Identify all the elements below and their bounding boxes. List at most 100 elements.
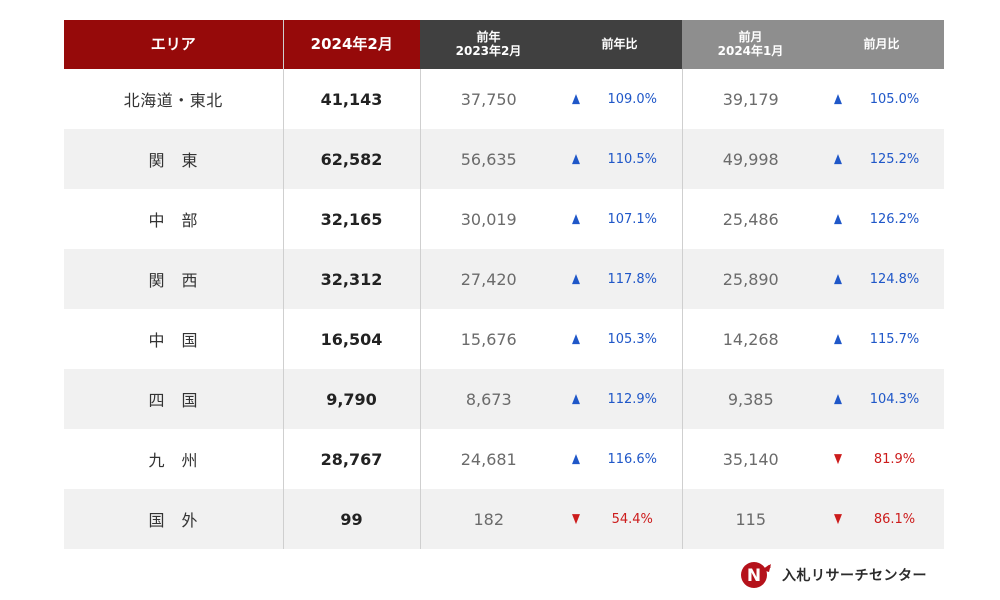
cell-yoy: ▼ 54.4%	[557, 489, 683, 549]
cell-prev-year: 37,750	[420, 69, 557, 129]
header-prev-month-date: 2024年1月	[717, 43, 784, 58]
table-row: 北海道・東北 41,143 37,750 ▲ 109.0% 39,179 ▲ 105.0%	[64, 69, 944, 129]
arrow-up-icon: ▲	[572, 451, 580, 467]
cell-prev-year: 182	[420, 489, 557, 549]
cell-yoy: ▲ 109.0%	[557, 69, 683, 129]
n-arrow-logo-icon: N	[741, 562, 771, 588]
cell-current: 62,582	[283, 129, 421, 189]
cell-mom: ▼ 81.9%	[819, 429, 944, 489]
table-body: 北海道・東北 41,143 37,750 ▲ 109.0% 39,179 ▲ 105.0% 関 …	[64, 69, 944, 549]
cell-current: 41,143	[283, 69, 421, 129]
cell-mom-value: 126.2%	[869, 211, 920, 227]
brand-name: 入札リサーチセンター	[782, 568, 927, 584]
cell-mom-value: 86.1%	[873, 511, 916, 527]
cell-yoy-value: 112.9%	[607, 391, 658, 407]
cell-mom: ▲ 126.2%	[819, 189, 944, 249]
cell-prev-year: 56,635	[420, 129, 557, 189]
cell-mom-value: 125.2%	[869, 151, 920, 167]
header-current: 2024年2月	[283, 20, 420, 69]
brand-logo: N 入札リサーチセンター	[740, 560, 927, 590]
cell-prev-month: 25,890	[682, 249, 819, 309]
table-row: 国 外 99 182 ▼ 54.4% 115 ▼ 86.1%	[64, 489, 944, 549]
cell-yoy-value: 105.3%	[607, 331, 658, 347]
cell-mom-value: 81.9%	[873, 451, 916, 467]
arrow-down-icon: ▼	[572, 511, 580, 527]
cell-area: 国 外	[64, 489, 284, 549]
arrow-up-icon: ▲	[572, 151, 580, 167]
cell-prev-month: 49,998	[682, 129, 819, 189]
arrow-up-icon: ▲	[834, 331, 842, 347]
cell-yoy: ▲ 110.5%	[557, 129, 683, 189]
cell-mom: ▲ 115.7%	[819, 309, 944, 369]
arrow-up-icon: ▲	[572, 271, 580, 287]
cell-area: 関 東	[64, 129, 284, 189]
header-prev-year-date: 2023年2月	[455, 43, 522, 58]
cell-yoy-value: 110.5%	[607, 151, 658, 167]
cell-yoy: ▲ 116.6%	[557, 429, 683, 489]
cell-yoy-value: 107.1%	[607, 211, 658, 227]
cell-area: 関 西	[64, 249, 284, 309]
cell-yoy-value: 116.6%	[607, 451, 658, 467]
cell-area: 中 国	[64, 309, 284, 369]
arrow-down-icon: ▼	[834, 451, 842, 467]
arrow-down-icon: ▼	[834, 511, 842, 527]
table-row: 中 国 16,504 15,676 ▲ 105.3% 14,268 ▲ 115.7%	[64, 309, 944, 369]
arrow-up-icon: ▲	[834, 391, 842, 407]
arrow-up-icon: ▲	[834, 151, 842, 167]
arrow-up-icon: ▲	[834, 211, 842, 227]
header-row: エリア 2024年2月 前年 2023年2月 前年比 前月 2024年1月 前月…	[64, 20, 944, 69]
cell-mom-value: 115.7%	[869, 331, 920, 347]
cell-yoy: ▲ 117.8%	[557, 249, 683, 309]
arrow-up-icon: ▲	[572, 391, 580, 407]
arrow-up-icon: ▲	[834, 91, 842, 107]
cell-yoy: ▲ 107.1%	[557, 189, 683, 249]
cell-current: 9,790	[283, 369, 421, 429]
cell-current: 32,312	[283, 249, 421, 309]
cell-yoy-value: 109.0%	[607, 91, 658, 107]
cell-mom: ▲ 105.0%	[819, 69, 944, 129]
table-row: 四 国 9,790 8,673 ▲ 112.9% 9,385 ▲ 104.3%	[64, 369, 944, 429]
table-row: 九 州 28,767 24,681 ▲ 116.6% 35,140 ▼ 81.9%	[64, 429, 944, 489]
cell-prev-month: 9,385	[682, 369, 819, 429]
cell-area: 九 州	[64, 429, 284, 489]
arrow-up-icon: ▲	[572, 211, 580, 227]
cell-yoy-value: 54.4%	[611, 511, 653, 527]
header-prev-year-label: 前年	[476, 29, 501, 44]
cell-mom: ▲ 125.2%	[819, 129, 944, 189]
cell-prev-month: 25,486	[682, 189, 819, 249]
arrow-up-icon: ▲	[572, 91, 580, 107]
cell-mom-value: 124.8%	[869, 271, 920, 287]
cell-area: 四 国	[64, 369, 284, 429]
arrow-up-icon: ▲	[572, 331, 580, 347]
cell-prev-month: 39,179	[682, 69, 819, 129]
cell-area: 中 部	[64, 189, 284, 249]
cell-prev-year: 24,681	[420, 429, 557, 489]
cell-mom-value: 104.3%	[869, 391, 920, 407]
cell-yoy: ▲ 105.3%	[557, 309, 683, 369]
table-row: 関 西 32,312 27,420 ▲ 117.8% 25,890 ▲ 124.8%	[64, 249, 944, 309]
cell-mom: ▼ 86.1%	[819, 489, 944, 549]
cell-current: 16,504	[283, 309, 421, 369]
data-table: エリア 2024年2月 前年 2023年2月 前年比 前月 2024年1月 前月…	[64, 20, 945, 549]
cell-current: 28,767	[283, 429, 421, 489]
cell-prev-month: 35,140	[682, 429, 819, 489]
cell-mom-value: 105.0%	[869, 91, 920, 107]
table-row: 関 東 62,582 56,635 ▲ 110.5% 49,998 ▲ 125.2%	[64, 129, 944, 189]
cell-prev-year: 27,420	[420, 249, 557, 309]
cell-area: 北海道・東北	[64, 69, 284, 129]
cell-prev-year: 30,019	[420, 189, 557, 249]
header-prev-year: 前年 2023年2月	[420, 20, 557, 69]
cell-prev-year: 15,676	[420, 309, 557, 369]
arrow-up-icon: ▲	[834, 271, 842, 287]
table-row: 中 部 32,165 30,019 ▲ 107.1% 25,486 ▲ 126.2%	[64, 189, 944, 249]
cell-mom: ▲ 104.3%	[819, 369, 944, 429]
cell-prev-month: 115	[682, 489, 819, 549]
header-prev-month-label: 前月	[738, 29, 763, 44]
cell-prev-year: 8,673	[420, 369, 557, 429]
cell-prev-month: 14,268	[682, 309, 819, 369]
cell-yoy-value: 117.8%	[607, 271, 658, 287]
cell-mom: ▲ 124.8%	[819, 249, 944, 309]
header-yoy: 前年比	[557, 20, 682, 69]
cell-current: 32,165	[283, 189, 421, 249]
cell-current: 99	[283, 489, 421, 549]
